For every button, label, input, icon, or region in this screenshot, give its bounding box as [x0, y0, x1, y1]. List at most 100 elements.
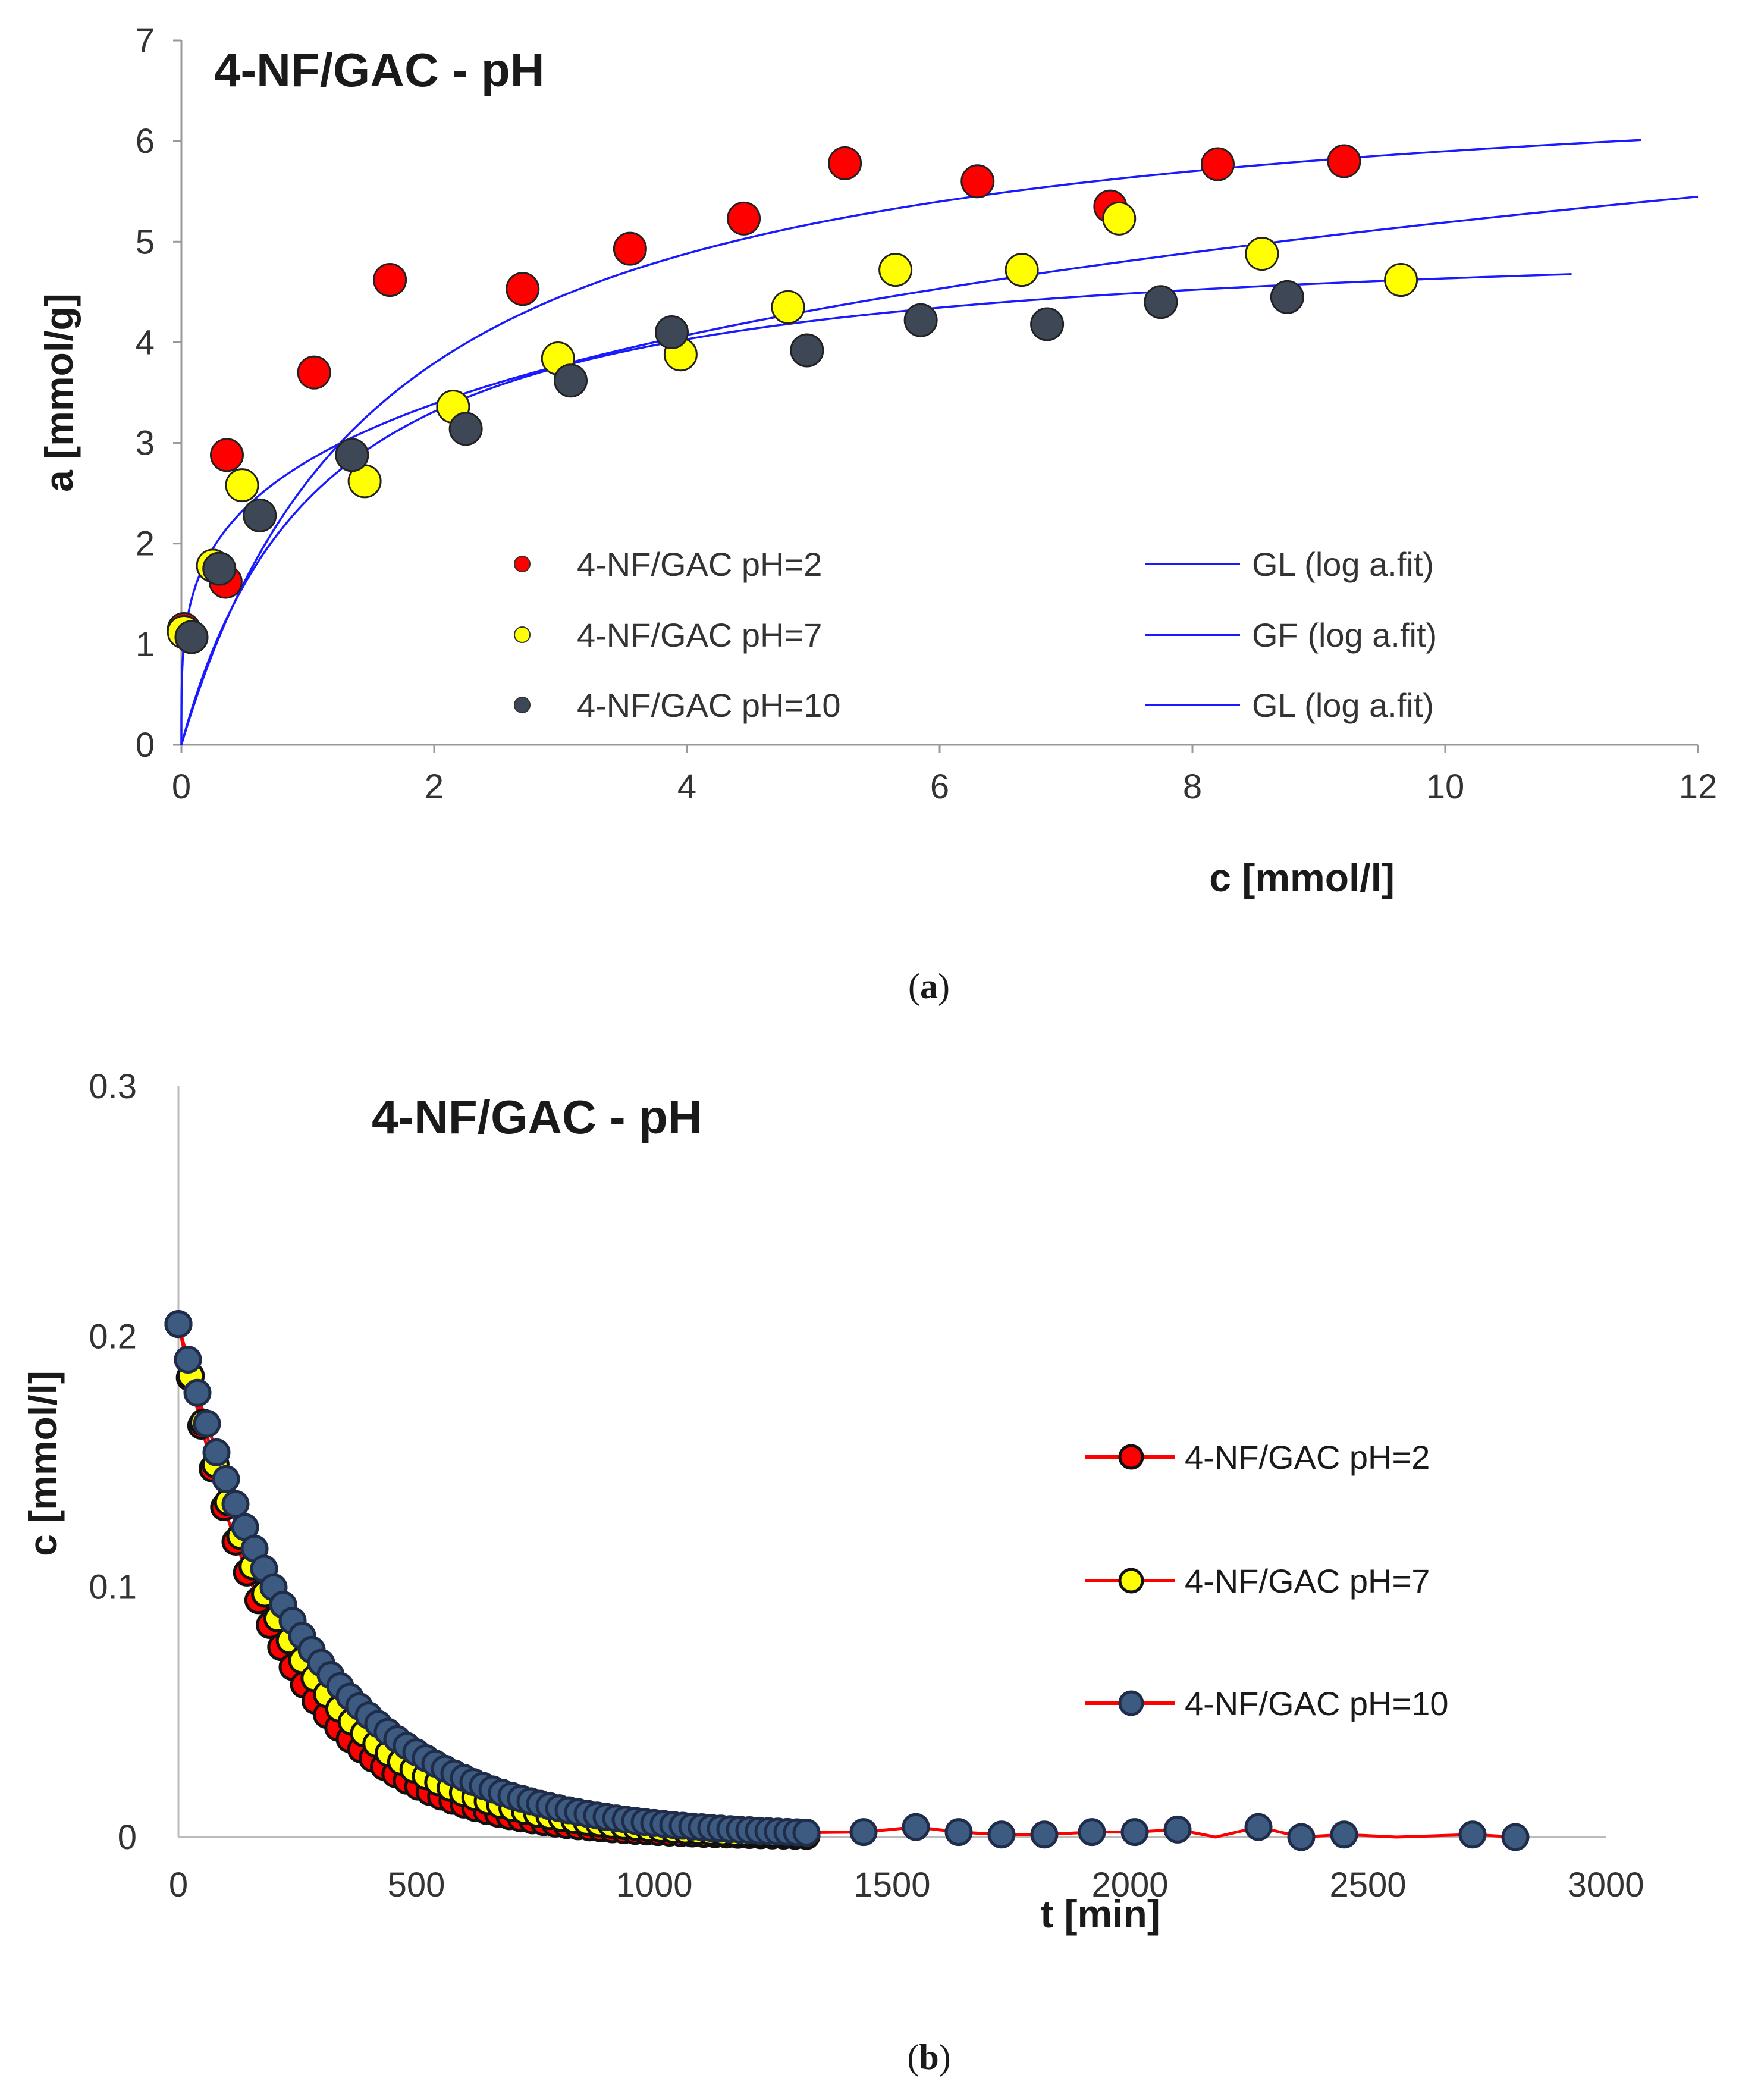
- legend-b-label-ph2: 4-NF/GAC pH=2: [1185, 1438, 1430, 1476]
- panel-a-x-tick-label: 10: [1426, 767, 1465, 806]
- panel-b-x-tick-label: 1000: [616, 1866, 692, 1904]
- panel-a-point-ph7: [1005, 253, 1039, 287]
- panel-a-x-tick-label: 4: [677, 767, 696, 806]
- panel-a-point-ph2: [210, 438, 244, 472]
- panel-a-point-ph10: [655, 315, 689, 350]
- legend-a-fit-label-1: GL (log a.fit): [1252, 546, 1434, 583]
- panel-b-point-ph10: [221, 1490, 250, 1518]
- panel-a-x-tick-label: 12: [1679, 767, 1718, 806]
- panel-a-point-ph10: [554, 363, 588, 398]
- panel-b-caption: (b): [907, 2038, 950, 2077]
- panel-a-y-tick-label: 4: [136, 323, 155, 362]
- panel-a-point-ph7: [225, 468, 259, 503]
- panel-a-point-ph2: [1201, 147, 1235, 181]
- legend-a-fit-label-3: GL (log a.fit): [1252, 687, 1434, 724]
- legend-b-marker-ph10: [1118, 1690, 1144, 1716]
- legend-a-label-ph7: 4-NF/GAC pH=7: [577, 616, 822, 654]
- panel-b-point-ph10: [1458, 1820, 1487, 1849]
- panel-a-point-ph7: [1245, 237, 1279, 271]
- panel-a-x-tick-label: 6: [930, 767, 949, 806]
- legend-b-marker-ph7: [1118, 1568, 1144, 1594]
- panel-a-point-ph7: [771, 290, 805, 324]
- panel-b-point-ph10: [849, 1818, 878, 1847]
- panel-b-point-ph10: [1287, 1823, 1316, 1851]
- panel-b-point-ph10: [944, 1818, 973, 1847]
- panel-a-title: 4-NF/GAC - pH: [214, 43, 545, 96]
- panel-a-point-ph10: [1270, 280, 1304, 314]
- panel-a-point-ph2: [373, 263, 407, 297]
- panel-b-y-tick-label: 0.1: [89, 1568, 137, 1606]
- panel-b-x-tick-label: 3000: [1567, 1866, 1644, 1904]
- panel-a-y-label: a [mmol/g]: [37, 293, 81, 492]
- panel-b-title: 4-NF/GAC - pH: [372, 1090, 702, 1143]
- panel-b-x-tick-label: 0: [169, 1866, 188, 1904]
- panel-b-point-ph10: [792, 1819, 821, 1847]
- panel-a-point-ph2: [506, 272, 540, 306]
- panel-b-data-points: [164, 1310, 1530, 1851]
- panel-b-point-ph10: [183, 1378, 212, 1407]
- panel-b-caption-letter: b: [919, 2038, 938, 2077]
- panel-a-point-ph10: [202, 551, 237, 586]
- legend-a-label-ph2: 4-NF/GAC pH=2: [577, 546, 822, 583]
- legend-a-marker-ph2: [514, 556, 531, 572]
- panel-a-point-ph2: [960, 164, 995, 199]
- panel-a-data-points: [167, 144, 1418, 654]
- panel-a-legend: 4-NF/GAC pH=2 4-NF/GAC pH=7 4-NF/GAC pH=…: [514, 546, 1437, 724]
- panel-a-y-tick-label: 0: [136, 726, 155, 764]
- panel-b-point-ph10: [193, 1409, 221, 1438]
- panel-a-y-tick-label: 7: [136, 21, 155, 60]
- panel-b-y-tick-label: 0.3: [89, 1067, 137, 1106]
- panel-a-point-ph10: [335, 438, 369, 472]
- panel-b-point-ph10: [174, 1346, 202, 1374]
- panel-a-y-tick-label: 1: [136, 625, 155, 664]
- legend-b-label-ph7: 4-NF/GAC pH=7: [1185, 1562, 1430, 1600]
- panel-a-fit-curve-2: [180, 195, 1699, 745]
- panel-a-y-tick-label: 6: [136, 122, 155, 161]
- legend-a-label-ph10: 4-NF/GAC pH=10: [577, 687, 841, 724]
- panel-a-x-label: c [mmol/l]: [1209, 855, 1395, 899]
- panel-a-point-ph2: [828, 146, 862, 180]
- panel-b-ticks: 0 500 1000 1500 2000 2500 3000 0 0.1 0.2 0.3: [89, 1067, 1644, 1904]
- panel-b-point-ph10: [1330, 1820, 1358, 1849]
- panel-b-point-ph10: [202, 1438, 231, 1466]
- panel-a-point-ph10: [903, 303, 938, 337]
- panel-b-legend: 4-NF/GAC pH=2 4-NF/GAC pH=7 4-NF/GAC pH=…: [1085, 1438, 1449, 1722]
- panel-a-point-ph10: [243, 498, 277, 532]
- panel-a-point-ph10: [1144, 285, 1178, 319]
- panel-a-point-ph2: [613, 231, 647, 266]
- panel-b: 0 500 1000 1500 2000 2500 3000 0 0.1 0.2 0.3 4-NF/…: [21, 1067, 1644, 2077]
- legend-a-marker-ph7: [514, 626, 531, 643]
- legend-b-label-ph10: 4-NF/GAC pH=10: [1185, 1685, 1449, 1722]
- panel-a-point-ph10: [448, 412, 483, 446]
- panel-b-y-tick-label: 0.2: [89, 1318, 137, 1356]
- panel-a-fit-curves: [180, 139, 1699, 746]
- panel-a-y-tick-label: 5: [136, 222, 155, 261]
- panel-b-x-tick-label: 2500: [1329, 1866, 1406, 1904]
- panel-b-point-ph10: [1120, 1818, 1149, 1847]
- panel-b-x-label: t [min]: [1040, 1892, 1160, 1936]
- panel-b-x-tick-label: 2000: [1091, 1866, 1168, 1904]
- panel-a-point-ph2: [1327, 144, 1361, 178]
- panel-a-y-tick-label: 3: [136, 424, 155, 463]
- panel-b-point-ph10: [1163, 1815, 1192, 1844]
- panel-a-point-ph7: [878, 253, 913, 287]
- panel-a-point-ph10: [790, 333, 824, 368]
- panel-a-fit-curve-3: [180, 273, 1572, 746]
- panel-b-point-ph10: [987, 1820, 1016, 1849]
- panel-a-point-ph7: [1102, 201, 1137, 236]
- panel-a-x-tick-label: 2: [425, 767, 444, 806]
- panel-a-point-ph10: [174, 620, 209, 654]
- panel-a-x-tick-label: 0: [172, 767, 191, 806]
- panel-a-point-ph10: [1030, 307, 1065, 341]
- panel-a-x-tick-label: 8: [1183, 767, 1202, 806]
- panel-a-caption-letter: a: [920, 967, 938, 1006]
- panel-b-point-ph10: [1244, 1813, 1273, 1841]
- panel-a-point-ph2: [297, 355, 331, 390]
- panel-a-fit-curve-1: [180, 139, 1641, 746]
- panel-b-y-tick-label: 0: [118, 1818, 137, 1857]
- panel-b-y-label: c [mmol/l]: [21, 1371, 65, 1556]
- panel-b-point-ph10: [1501, 1823, 1530, 1851]
